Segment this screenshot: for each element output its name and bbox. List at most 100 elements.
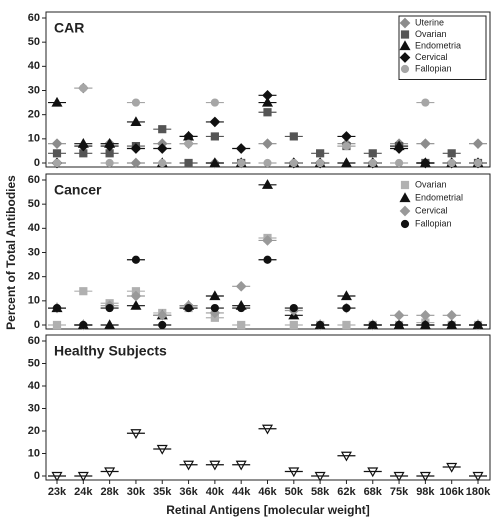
y-tick-label: 50 (28, 198, 40, 210)
legend-marker (400, 219, 410, 229)
data-point (205, 460, 224, 471)
data-point (48, 471, 66, 482)
data-point (469, 471, 487, 482)
y-tick-label: 20 (28, 109, 40, 121)
data-point (337, 290, 356, 301)
legend-marker (399, 205, 411, 217)
data-point (284, 320, 303, 330)
data-point (126, 255, 145, 264)
data-point (337, 157, 356, 168)
data-point (48, 149, 66, 158)
x-tick-label: 36k (179, 486, 198, 498)
legend-label: Cervical (415, 205, 448, 215)
data-point (232, 280, 251, 292)
y-tick-label: 10 (28, 133, 40, 145)
data-point (363, 320, 382, 330)
data-point (100, 140, 119, 152)
data-point (100, 467, 119, 478)
legend-marker (399, 192, 411, 203)
data-point (100, 158, 119, 168)
data-point (390, 320, 409, 330)
data-point (311, 320, 330, 330)
x-tick-label: 50k (285, 486, 304, 498)
y-tick-label: 50 (28, 357, 40, 369)
data-point (153, 309, 172, 321)
data-point (311, 149, 330, 158)
data-point (153, 444, 172, 455)
data-point (48, 303, 66, 313)
data-point (258, 424, 277, 435)
data-point (390, 158, 409, 168)
panel-title: Cancer (54, 182, 102, 198)
data-point (416, 98, 435, 107)
y-tick-label: 60 (28, 174, 40, 186)
data-point (232, 460, 251, 471)
legend-marker (399, 40, 411, 51)
data-point (179, 460, 198, 471)
data-point (232, 143, 251, 154)
data-point (284, 132, 303, 141)
y-tick-label: 30 (28, 402, 40, 414)
data-point (153, 158, 172, 168)
data-point (442, 309, 461, 321)
x-tick-label: 180k (466, 486, 491, 498)
data-point (100, 303, 119, 313)
x-axis-label: Retinal Antigens [molecular weight] (166, 503, 370, 517)
x-tick-label: 106k (439, 486, 464, 498)
data-point (469, 158, 487, 168)
data-point (258, 179, 277, 189)
y-tick-label: 0 (34, 319, 40, 331)
legend-label: Uterine (415, 17, 444, 27)
data-point (126, 143, 145, 154)
data-point (258, 138, 277, 150)
data-point (442, 462, 461, 473)
data-point (100, 319, 119, 330)
data-point (205, 116, 224, 128)
legend-label: Ovarian (415, 179, 447, 189)
legend-label: Endometria (415, 40, 461, 50)
legend-label: Fallopian (415, 63, 452, 73)
data-point (258, 89, 277, 101)
data-point (126, 157, 145, 169)
data-point (232, 158, 251, 168)
data-point (416, 471, 435, 482)
panel-frame (45, 173, 491, 330)
legend-label: Fallopian (415, 218, 452, 228)
data-point (284, 158, 303, 168)
x-tick-label: 62k (337, 486, 356, 498)
data-point (337, 131, 356, 142)
y-tick-label: 40 (28, 222, 40, 234)
data-point (153, 125, 172, 134)
y-tick-label: 20 (28, 271, 40, 283)
y-tick-label: 40 (28, 60, 40, 72)
data-point (337, 303, 356, 313)
legend-label: Endometrial (415, 192, 463, 202)
data-point (74, 471, 93, 482)
legend-marker (399, 52, 411, 63)
data-point (469, 320, 487, 330)
y-axis-label: Percent of Total Antibodies (4, 175, 18, 330)
data-point (469, 138, 487, 150)
y-tick-label: 50 (28, 36, 40, 48)
data-point (179, 303, 198, 313)
data-point (337, 320, 356, 330)
y-tick-label: 40 (28, 380, 40, 392)
data-point (74, 83, 93, 93)
x-tick-label: 35k (153, 486, 172, 498)
data-point (205, 98, 224, 107)
legend-marker (400, 30, 410, 39)
data-point (48, 96, 66, 107)
x-tick-label: 46k (258, 486, 277, 498)
data-point (416, 138, 435, 150)
data-point (390, 309, 409, 321)
data-point (232, 303, 251, 313)
legend-marker (400, 180, 410, 190)
y-tick-label: 30 (28, 84, 40, 96)
data-point (126, 299, 145, 310)
data-point (390, 471, 409, 482)
data-point (126, 98, 145, 107)
data-point (284, 467, 303, 478)
data-point (126, 290, 145, 302)
x-tick-label: 28k (100, 486, 119, 498)
